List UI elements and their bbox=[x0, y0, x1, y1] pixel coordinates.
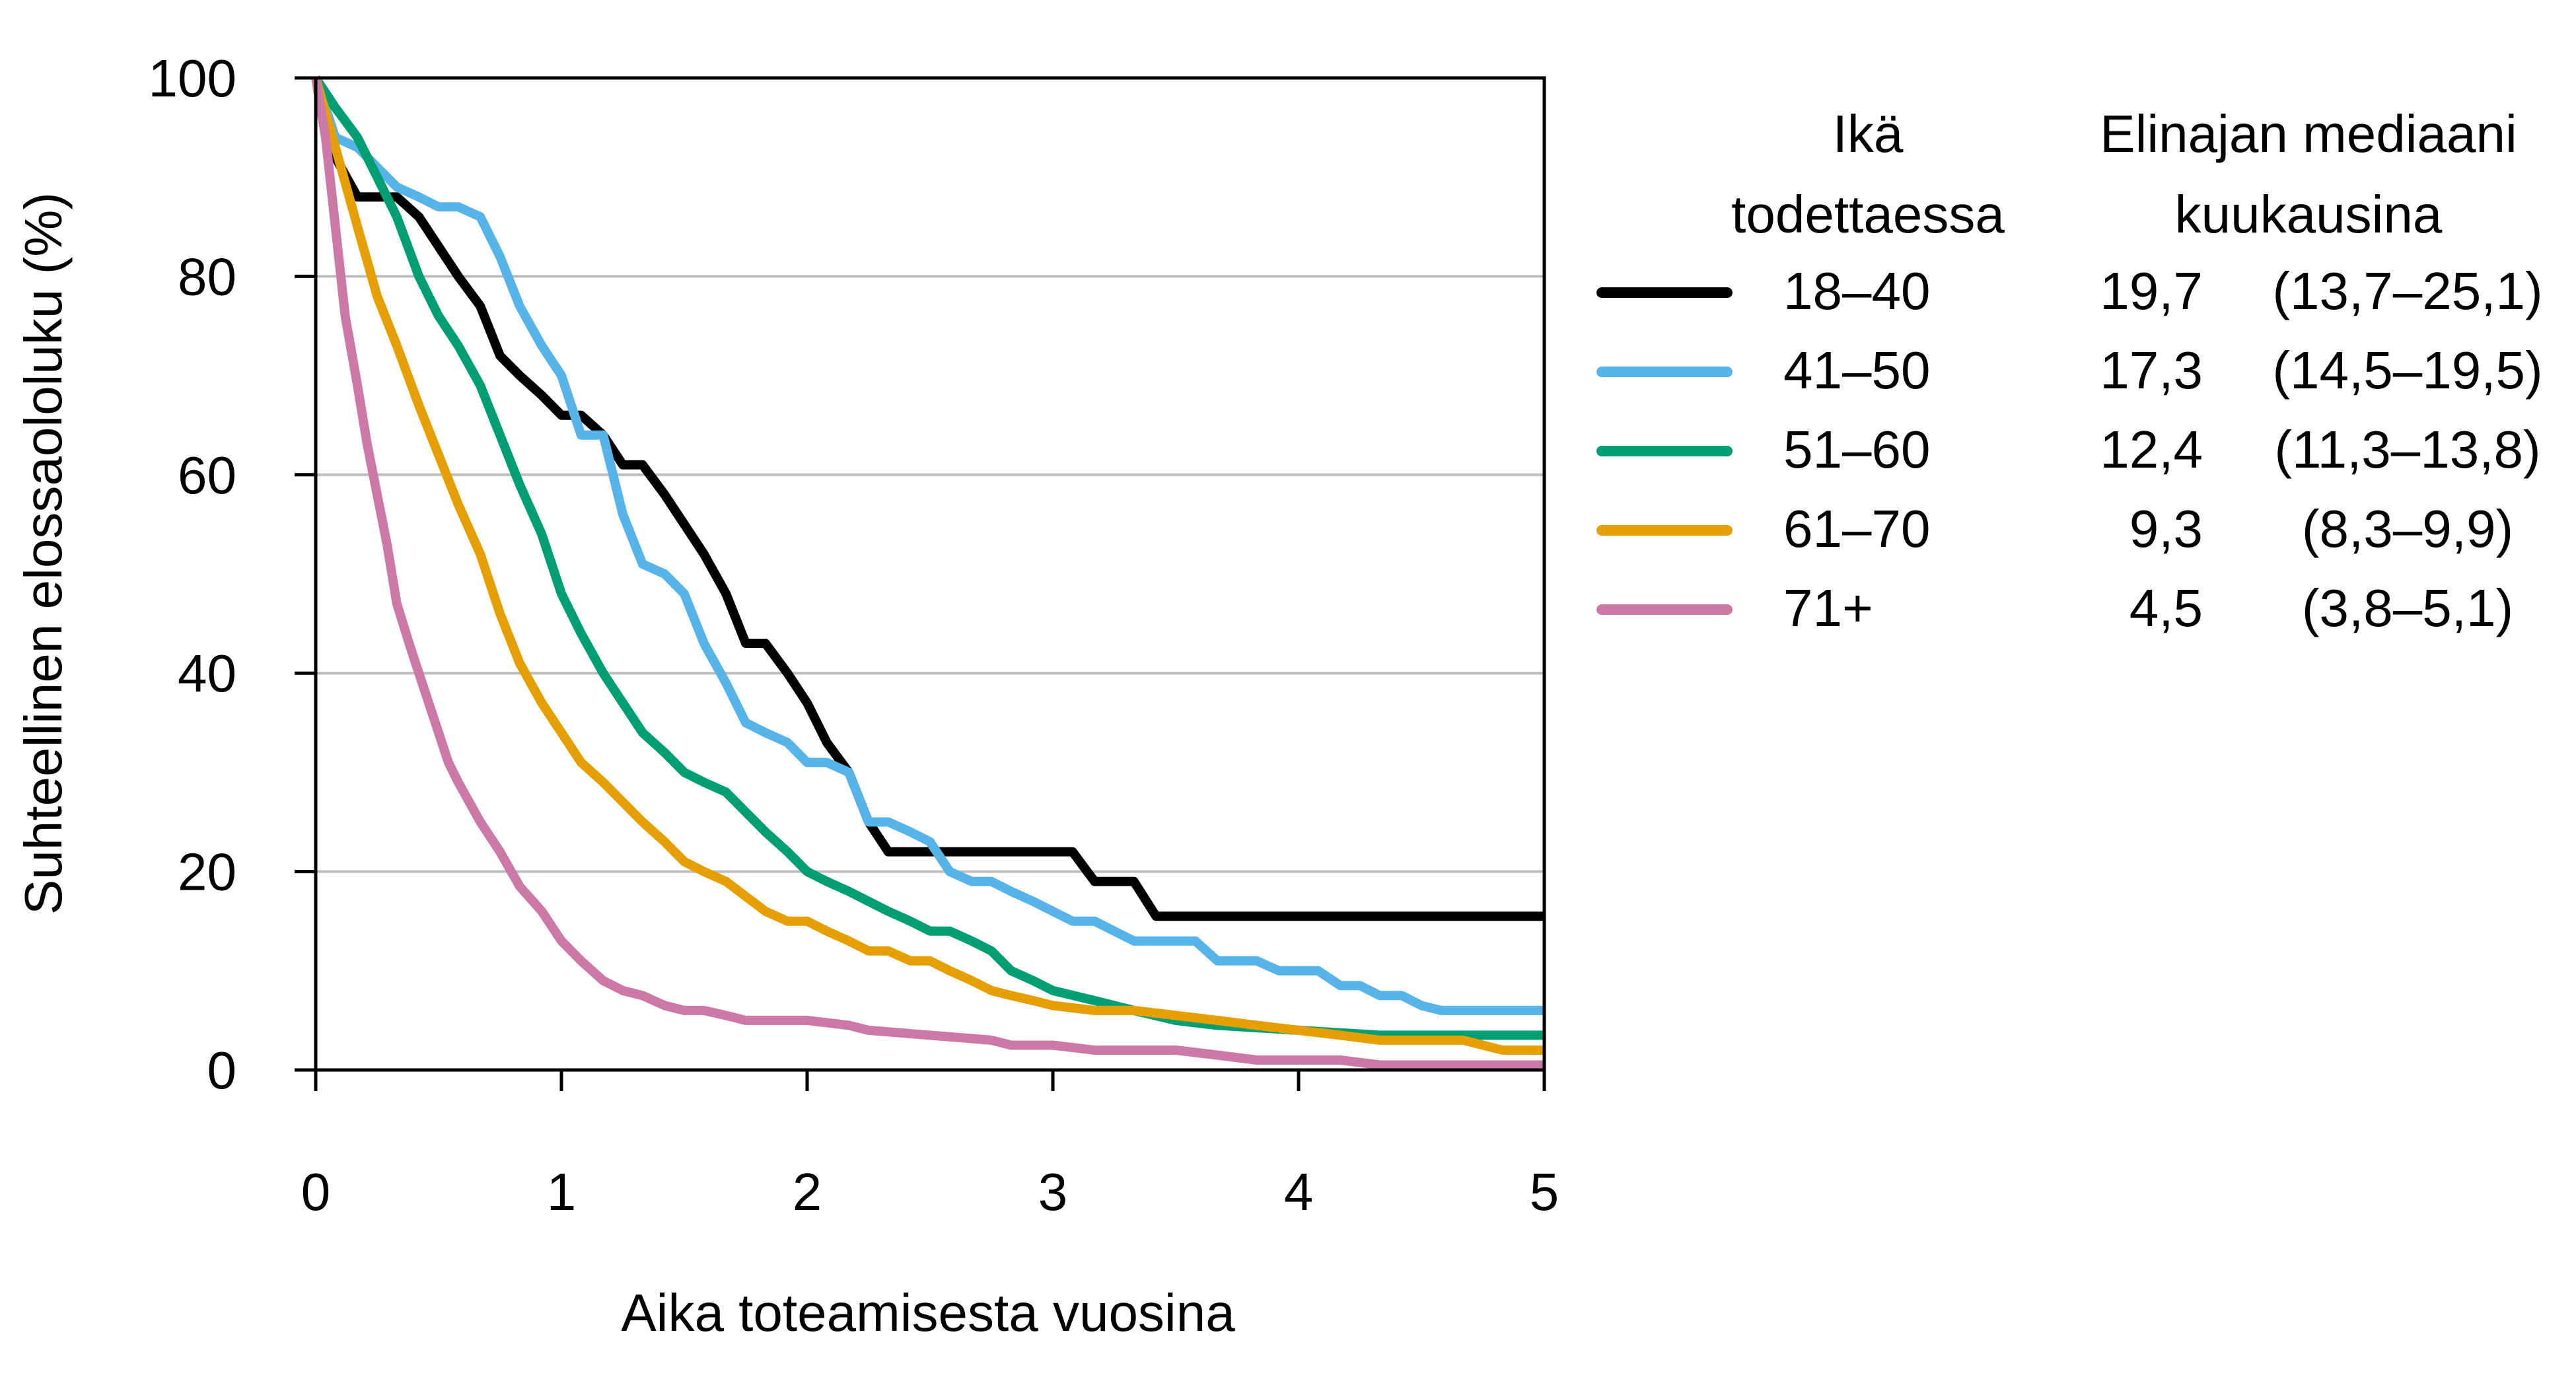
legend-ci-61–70: (8,3–9,9) bbox=[2302, 499, 2513, 558]
legend-median-51–60: 12,4 bbox=[2100, 420, 2203, 479]
x-tick-label-3: 3 bbox=[1038, 1162, 1068, 1221]
y-tick-label-80: 80 bbox=[178, 247, 236, 306]
legend-label-71+: 71+ bbox=[1783, 579, 1873, 637]
y-tick-label-20: 20 bbox=[178, 843, 236, 902]
x-tick-label-4: 4 bbox=[1284, 1162, 1314, 1221]
x-tick-label-0: 0 bbox=[301, 1162, 331, 1221]
series-line-71+ bbox=[311, 77, 1544, 1070]
legend-median-41–50: 17,3 bbox=[2100, 341, 2203, 400]
legend-ci-51–60: (11,3–13,8) bbox=[2274, 420, 2540, 479]
legend-label-18–40: 18–40 bbox=[1783, 262, 1930, 320]
legend-header-age-line1: Ikä bbox=[1833, 104, 1904, 163]
legend: Ikä todettaessa Elinajan mediaani kuukau… bbox=[1596, 104, 2543, 637]
x-tick-label-1: 1 bbox=[547, 1162, 577, 1221]
gridlines bbox=[316, 275, 1544, 873]
legend-label-61–70: 61–70 bbox=[1783, 499, 1930, 558]
legend-median-61–70: 9,3 bbox=[2129, 499, 2203, 558]
y-axis: 0 20 40 60 80 100 bbox=[149, 49, 316, 1100]
legend-median-71+: 4,5 bbox=[2129, 579, 2203, 637]
y-tick-label-40: 40 bbox=[178, 644, 236, 703]
x-tick-label-5: 5 bbox=[1530, 1162, 1559, 1221]
legend-header-median-line2: kuukausina bbox=[2175, 185, 2443, 244]
legend-rows: 18–40 19,7 (13,7–25,1) 41–50 17,3 (14,5–19,5)… bbox=[1596, 262, 2543, 637]
x-tick-label-2: 2 bbox=[793, 1162, 822, 1221]
legend-ci-41–50: (14,5–19,5) bbox=[2272, 341, 2542, 400]
legend-label-51–60: 51–60 bbox=[1783, 420, 1930, 479]
legend-ci-18–40: (13,7–25,1) bbox=[2272, 262, 2542, 320]
y-tick-label-0: 0 bbox=[207, 1041, 237, 1100]
legend-label-41–50: 41–50 bbox=[1783, 341, 1930, 400]
plot-frame bbox=[314, 76, 1546, 1072]
series-line-41–50 bbox=[311, 76, 1544, 1015]
y-axis-title: Suhteellinen elossaololuku (%) bbox=[14, 192, 73, 915]
y-tick-label-100: 100 bbox=[149, 49, 236, 108]
legend-header-age-line2: todettaessa bbox=[1731, 185, 2005, 244]
series-line-51–60 bbox=[312, 75, 1544, 1040]
series-line-18–40 bbox=[311, 77, 1544, 921]
x-axis-title: Aika toteamisesta vuosina bbox=[621, 1283, 1235, 1342]
legend-median-18–40: 19,7 bbox=[2100, 262, 2203, 320]
legend-header-median-line1: Elinajan mediaani bbox=[2100, 104, 2517, 163]
y-tick-label-60: 60 bbox=[178, 446, 236, 505]
legend-ci-71+: (3,8–5,1) bbox=[2302, 579, 2513, 637]
series-lines bbox=[311, 75, 1544, 1070]
series-line-61–70 bbox=[311, 77, 1544, 1055]
x-axis: 0 1 2 3 4 5 bbox=[301, 1070, 1559, 1221]
